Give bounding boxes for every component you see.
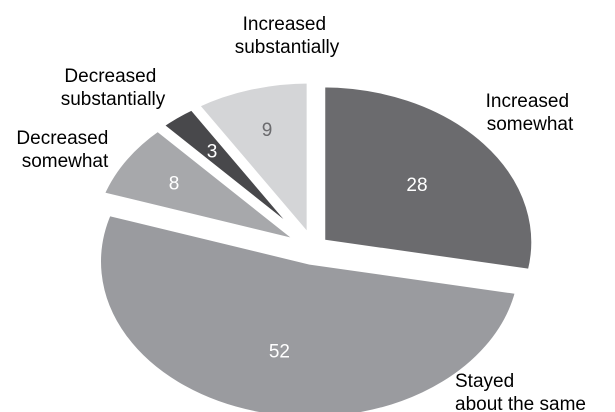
pie-slices <box>95 77 538 412</box>
pie-slice-decreased-somewhat <box>97 124 305 247</box>
pie-slice-increased-somewhat <box>319 81 538 276</box>
value-label-increased-substantially: 9 <box>262 120 273 141</box>
value-label-decreased-substantially: 3 <box>207 142 218 163</box>
category-label-increased-somewhat: Increased somewhat <box>486 91 575 135</box>
pie-slice-decreased-substantially <box>155 103 308 243</box>
category-label-decreased-somewhat: Decreased somewhat <box>16 128 113 172</box>
category-label-increased-substantially: Increased substantially <box>235 14 340 58</box>
pie-value-labels: 28 52 8 3 9 <box>169 120 428 362</box>
pie-slice-stayed-about-the-same <box>95 209 523 412</box>
value-label-stayed-about-the-same: 52 <box>269 341 290 362</box>
pie-slice-increased-substantially <box>191 77 313 247</box>
value-label-increased-somewhat: 28 <box>406 175 427 196</box>
value-label-decreased-somewhat: 8 <box>169 174 180 195</box>
category-label-stayed-about-the-same: Stayed about the same <box>455 371 586 412</box>
category-labels: Increased somewhat Stayed about the same… <box>16 14 586 412</box>
category-label-decreased-substantially: Decreased substantially <box>61 66 166 110</box>
